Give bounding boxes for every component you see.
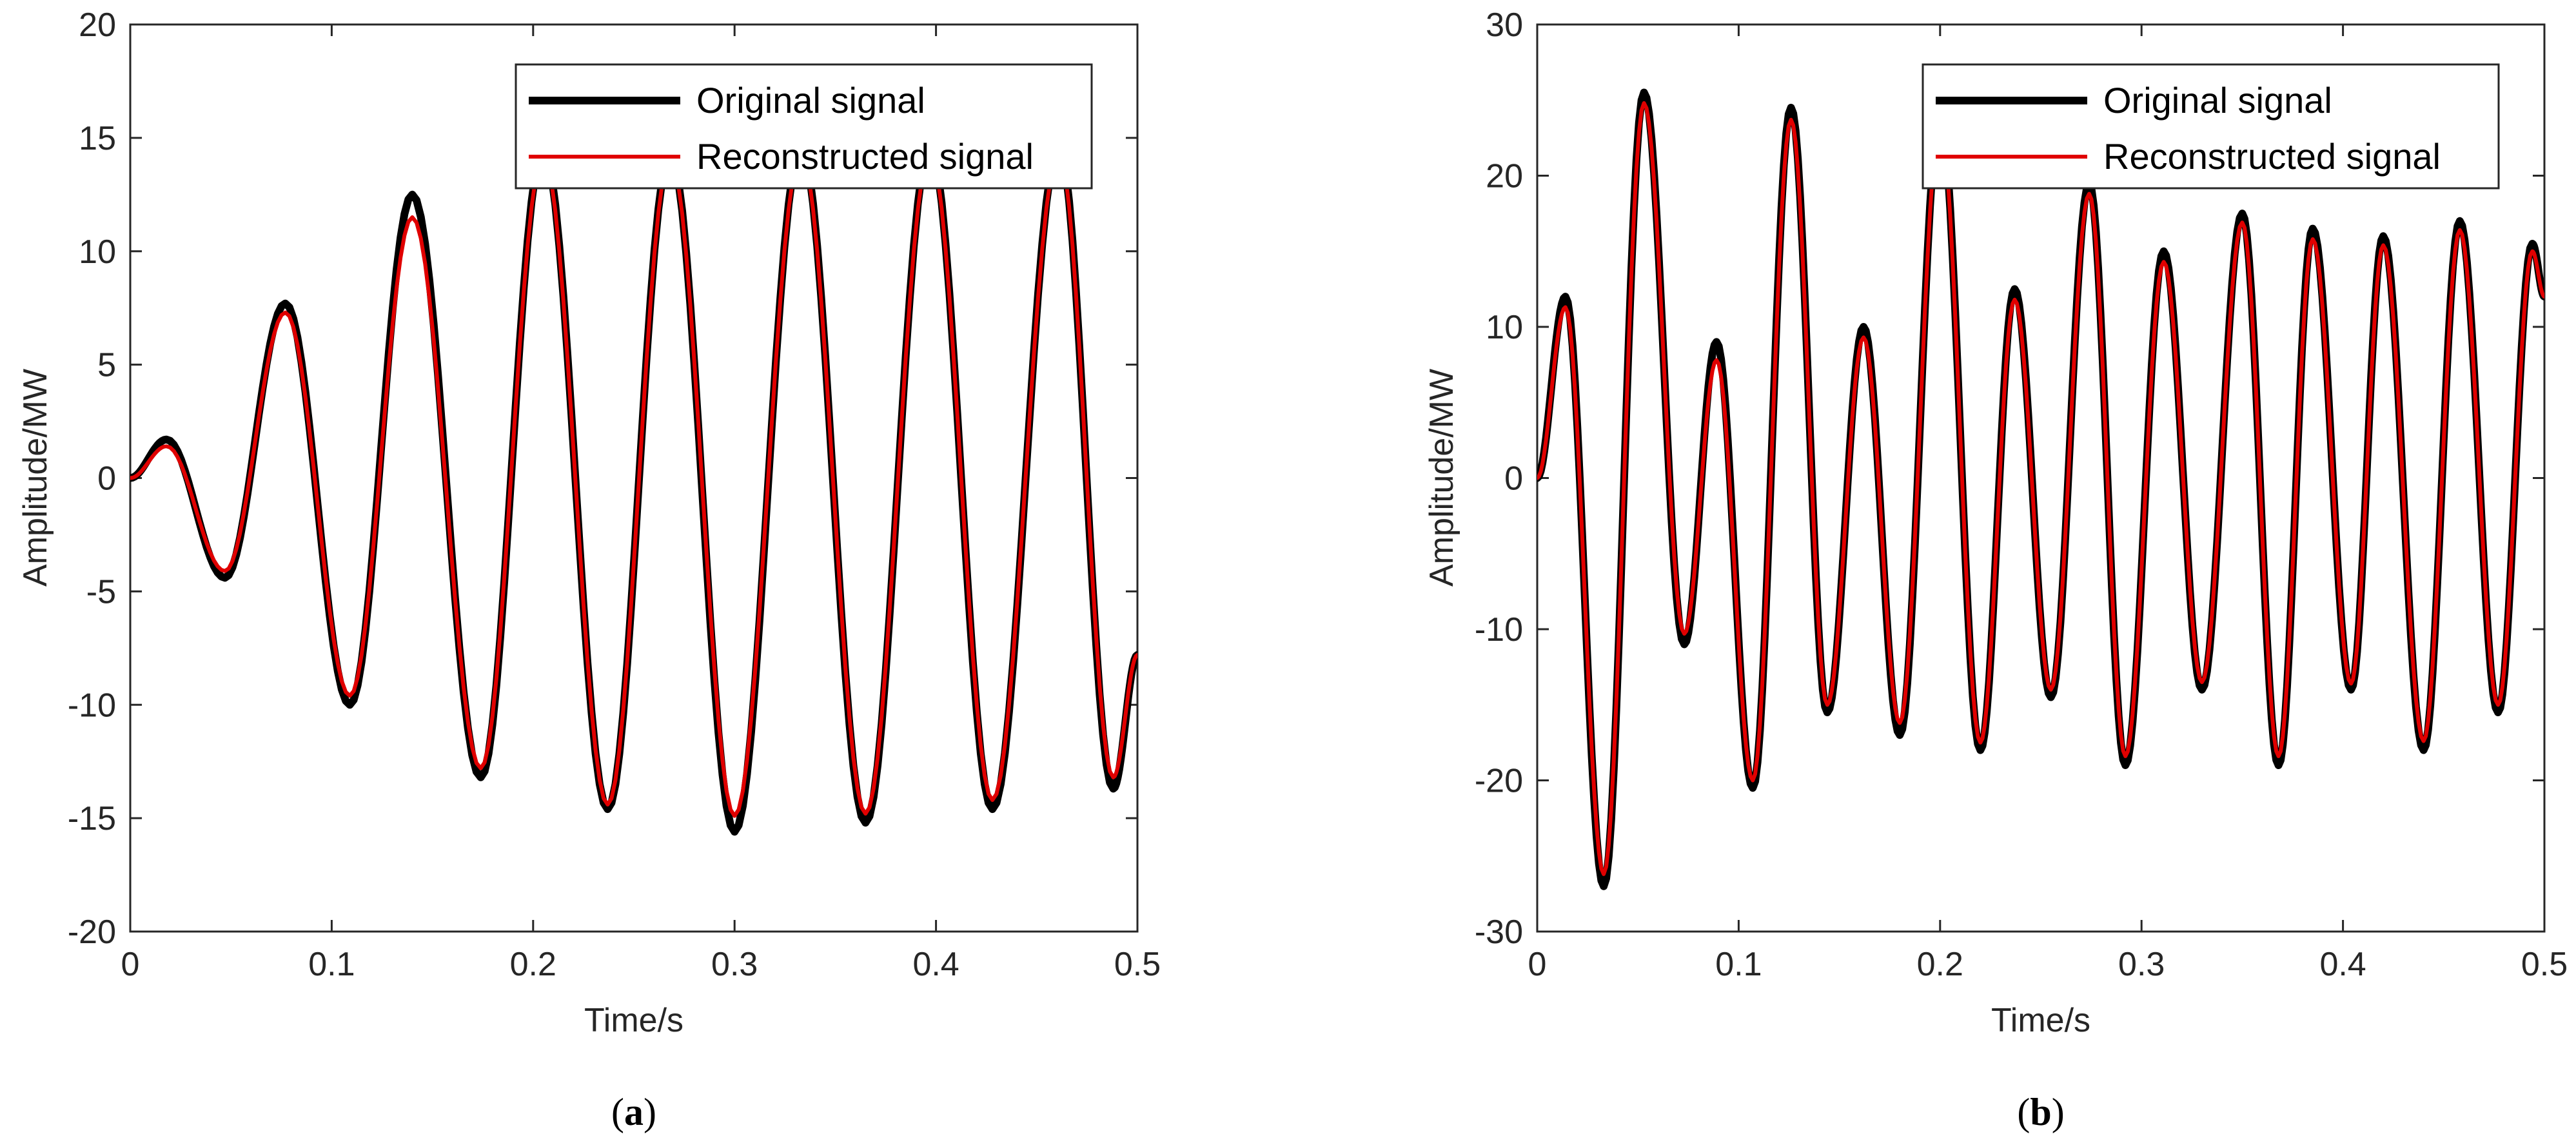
y-axis-title-b: Amplitude/MW: [1423, 369, 1460, 587]
x-tick-label: 0.1: [308, 946, 355, 983]
legend-label-reconstructed-b: Reconstructed signal: [2103, 136, 2441, 177]
x-ticks-b: 0 0.1 0.2 0.3 0.4 0.5: [1528, 24, 2568, 983]
x-ticks-a: 0 0.1 0.2 0.3 0.4 0.5: [121, 24, 1161, 983]
y-tick-label: -15: [68, 800, 116, 837]
y-tick-label: -10: [1475, 611, 1523, 649]
caption-b: (b): [2017, 1091, 2064, 1133]
x-tick-label: 0.2: [510, 946, 556, 983]
y-tick-label: -20: [1475, 763, 1523, 800]
y-tick-label: -30: [1475, 913, 1523, 951]
y-tick-label: 20: [1486, 158, 1523, 195]
x-tick-label: 0: [121, 946, 140, 983]
y-tick-label: 30: [1486, 6, 1523, 44]
panel-b: 0 0.1 0.2 0.3 0.4 0.5 -30 -20 -10 0 10 20 30 Time/s…: [1423, 6, 2568, 1133]
x-tick-label: 0.3: [2118, 946, 2165, 983]
x-tick-label: 0.5: [1114, 946, 1161, 983]
y-ticks-b: -30 -20 -10 0 10 20 30: [1475, 6, 2544, 951]
legend-label-reconstructed-a: Reconstructed signal: [696, 136, 1034, 177]
x-tick-label: 0: [1528, 946, 1547, 983]
panel-a: 0 0.1 0.2 0.3 0.4 0.5 -20 -15 -10 -5 0 5 10 15 20 Tim…: [17, 6, 1161, 1133]
legend-b: Original signal Reconstructed signal: [1922, 63, 2500, 190]
y-tick-label: 5: [97, 347, 116, 384]
y-axis-title-a: Amplitude/MW: [17, 369, 54, 587]
x-tick-label: 0.5: [2521, 946, 2568, 983]
x-tick-label: 0.4: [912, 946, 959, 983]
y-tick-label: 0: [1504, 460, 1523, 498]
x-axis-title-b: Time/s: [1991, 1002, 2090, 1039]
y-tick-label: 15: [79, 120, 116, 157]
y-tick-label: 10: [79, 233, 116, 271]
x-axis-title-a: Time/s: [584, 1002, 683, 1039]
series-line-reconstructed-a: [130, 151, 1137, 818]
legend-label-original-a: Original signal: [696, 80, 925, 121]
legend-a: Original signal Reconstructed signal: [515, 63, 1093, 190]
y-tick-label: -20: [68, 913, 116, 951]
x-tick-label: 0.1: [1715, 946, 1762, 983]
y-tick-label: 0: [97, 460, 116, 498]
caption-a: (a): [611, 1091, 656, 1133]
legend-box-a: [515, 63, 1093, 190]
caption-letter-a: a: [624, 1091, 644, 1133]
x-tick-label: 0.3: [711, 946, 758, 983]
y-ticks-a: -20 -15 -10 -5 0 5 10 15 20: [68, 6, 1137, 951]
legend-box-b: [1922, 63, 2500, 190]
series-line-reconstructed-b: [1537, 101, 2544, 876]
x-tick-label: 0.2: [1917, 946, 1963, 983]
caption-letter-b: b: [2030, 1091, 2051, 1133]
legend-label-original-b: Original signal: [2103, 80, 2332, 121]
y-tick-label: -10: [68, 687, 116, 724]
x-tick-label: 0.4: [2319, 946, 2366, 983]
y-tick-label: 20: [79, 6, 116, 44]
y-tick-label: -5: [86, 573, 116, 611]
y-tick-label: 10: [1486, 309, 1523, 346]
